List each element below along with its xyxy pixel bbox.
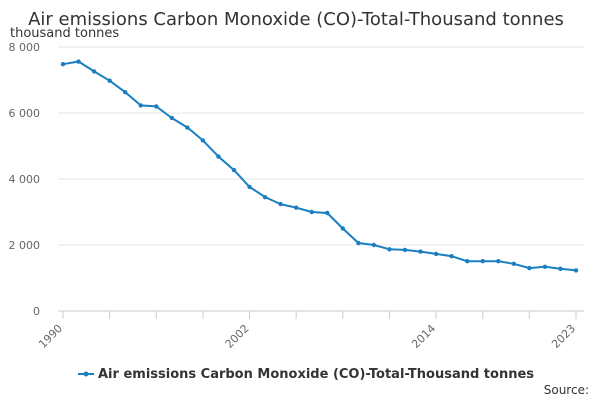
data-point[interactable] bbox=[418, 249, 423, 254]
x-tick-label: 1990 bbox=[36, 322, 65, 351]
data-point[interactable] bbox=[247, 184, 252, 190]
chart-title: Air emissions Carbon Monoxide (CO)-Total… bbox=[28, 9, 564, 30]
data-point[interactable] bbox=[356, 240, 361, 246]
y-axis-unit-label: thousand tonnes bbox=[10, 26, 119, 41]
legend-point-marker bbox=[83, 371, 89, 377]
data-point[interactable] bbox=[371, 242, 377, 248]
data-point[interactable] bbox=[138, 103, 143, 108]
source-label: Source: bbox=[544, 383, 589, 397]
y-tick-label: 4 000 bbox=[9, 173, 41, 186]
x-tick-label: 2023 bbox=[549, 322, 578, 351]
data-point[interactable] bbox=[278, 201, 283, 207]
x-axis-ticks bbox=[62, 311, 577, 319]
data-point[interactable] bbox=[480, 258, 485, 264]
data-point[interactable] bbox=[511, 261, 517, 267]
data-point[interactable] bbox=[309, 209, 314, 215]
data-point[interactable] bbox=[558, 266, 563, 271]
data-point[interactable] bbox=[185, 125, 190, 130]
data-point[interactable] bbox=[169, 115, 175, 121]
data-point[interactable] bbox=[76, 59, 81, 64]
data-point[interactable] bbox=[449, 254, 454, 259]
data-point[interactable] bbox=[542, 264, 548, 269]
data-point[interactable] bbox=[325, 210, 330, 216]
data-point[interactable] bbox=[433, 251, 439, 257]
y-tick-label: 6 000 bbox=[9, 107, 41, 120]
data-point[interactable] bbox=[387, 247, 392, 252]
data-point[interactable] bbox=[154, 104, 159, 109]
x-tick-label: 2002 bbox=[223, 322, 252, 351]
series-line bbox=[62, 60, 577, 272]
x-tick-label: 2014 bbox=[409, 322, 438, 351]
gridlines bbox=[58, 46, 584, 246]
legend-label[interactable]: Air emissions Carbon Monoxide (CO)-Total… bbox=[98, 367, 534, 382]
y-tick-label: 2 000 bbox=[9, 239, 41, 252]
data-point[interactable] bbox=[60, 61, 66, 67]
data-point[interactable] bbox=[216, 154, 221, 159]
data-point[interactable] bbox=[464, 258, 470, 264]
data-point[interactable] bbox=[293, 205, 299, 210]
data-points bbox=[60, 59, 579, 273]
data-point[interactable] bbox=[262, 194, 268, 200]
data-point[interactable] bbox=[402, 247, 408, 253]
x-axis-labels: 1990 2002 2014 2023 bbox=[36, 322, 578, 351]
data-point[interactable] bbox=[496, 258, 501, 264]
data-point[interactable] bbox=[527, 265, 532, 271]
data-point[interactable] bbox=[573, 268, 579, 273]
data-point[interactable] bbox=[231, 167, 237, 173]
data-point[interactable] bbox=[107, 78, 112, 83]
legend[interactable]: Air emissions Carbon Monoxide (CO)-Total… bbox=[78, 367, 534, 382]
data-point[interactable] bbox=[200, 138, 206, 143]
data-point[interactable] bbox=[91, 69, 97, 74]
y-axis-labels: 0 2 000 4 000 6 000 8 000 bbox=[9, 41, 41, 318]
data-point[interactable] bbox=[340, 226, 346, 231]
y-tick-label: 8 000 bbox=[9, 41, 41, 54]
data-point[interactable] bbox=[122, 90, 128, 95]
y-tick-label: 0 bbox=[33, 305, 40, 318]
